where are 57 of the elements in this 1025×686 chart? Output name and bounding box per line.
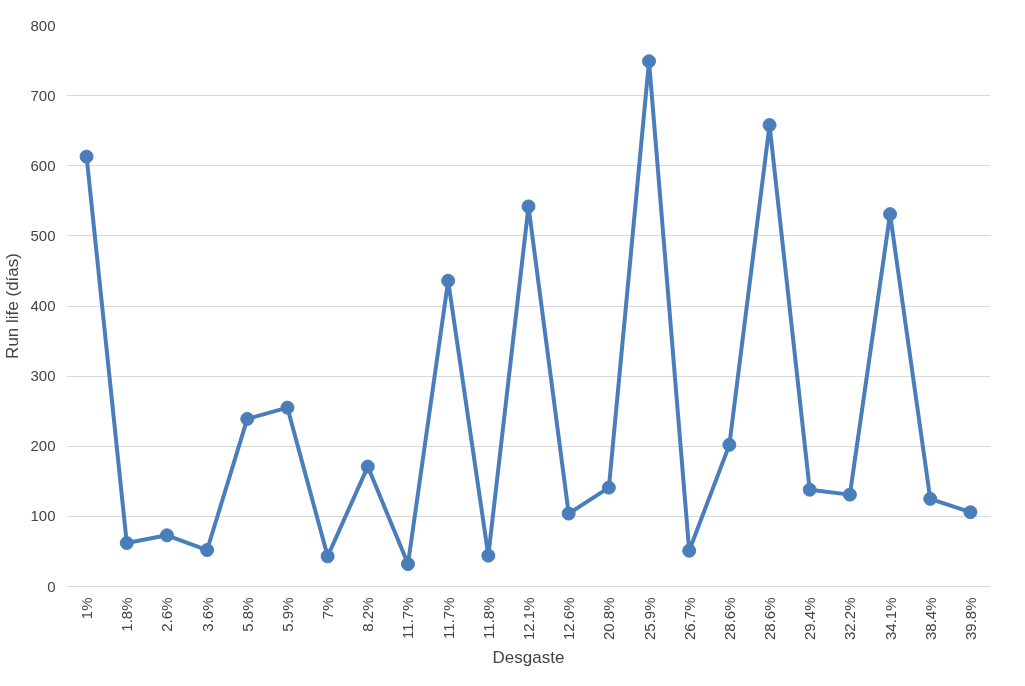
x-tick-label: 25.9% [640, 597, 658, 641]
point [79, 149, 94, 164]
x-tick-label: 8.2% [359, 597, 377, 632]
point [200, 543, 215, 558]
x-tick-label: 39.8% [961, 597, 979, 641]
x-tick-label: 11.7% [399, 597, 417, 639]
y-axis-title: Run life (días) [3, 253, 23, 359]
point [561, 506, 576, 521]
point [159, 528, 174, 543]
y-tick-label: 400 [30, 297, 56, 314]
x-tick-label: 1.8% [118, 597, 136, 632]
x-tick-label: 2.6% [158, 597, 176, 632]
y-tick-label: 600 [30, 156, 56, 174]
x-tick-label: 12.1% [520, 597, 537, 641]
point [923, 491, 938, 506]
point [842, 487, 857, 502]
point [883, 207, 898, 222]
y-tick-label: 300 [30, 367, 56, 385]
point [360, 459, 375, 474]
x-tick-label: 20.8% [600, 597, 618, 641]
point [802, 482, 817, 497]
point [240, 411, 255, 426]
point [119, 536, 134, 551]
y-tick-label: 100 [30, 507, 56, 525]
x-tick-label: 5.9% [278, 597, 296, 632]
y-tick-label: 500 [30, 226, 56, 244]
x-tick-label: 5.8% [238, 597, 256, 632]
point [400, 557, 415, 572]
point [642, 54, 657, 69]
x-tick-label: 3.6% [198, 597, 216, 632]
x-tick-label: 34.1% [881, 597, 899, 641]
x-tick-label: 32.2% [841, 597, 859, 641]
x-tick-label: 26.7% [680, 597, 698, 641]
x-tick-label: 29.4% [801, 597, 819, 641]
x-tick-label: 28.6% [720, 597, 738, 641]
point [320, 549, 335, 564]
x-tick-label: 28.6% [761, 597, 779, 641]
y-tick-label: 0 [47, 577, 56, 595]
point [441, 273, 456, 288]
y-tick-label: 700 [30, 86, 56, 104]
x-tick-label: 11.7% [439, 597, 457, 639]
y-tick-label: 200 [30, 437, 56, 455]
point [280, 400, 295, 415]
x-axis-title: Desgaste [492, 648, 565, 668]
x-tick-label: 7% [319, 597, 337, 620]
point [722, 437, 737, 452]
point [682, 543, 697, 558]
point [762, 118, 777, 133]
point [521, 199, 536, 214]
point [963, 505, 978, 520]
point [601, 480, 616, 495]
x-tick-label: 12.6% [560, 597, 578, 641]
point [481, 548, 496, 563]
x-tick-label: 1% [78, 597, 96, 620]
y-tick-label: 800 [30, 16, 56, 34]
x-tick-label: 11.8% [479, 597, 497, 639]
x-tick-label: 38.4% [921, 597, 939, 641]
